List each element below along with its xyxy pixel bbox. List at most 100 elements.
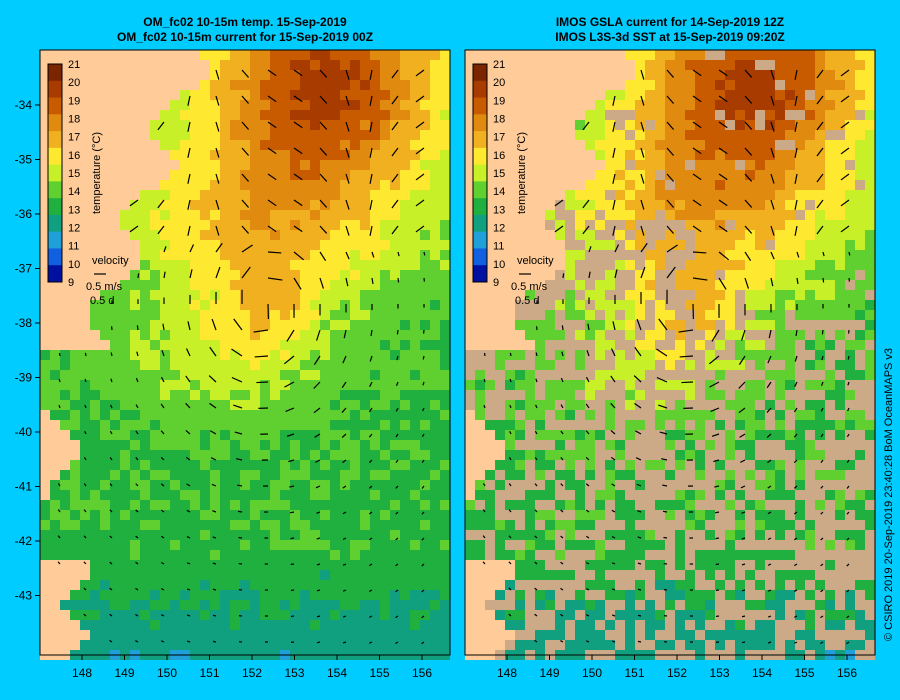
velocity-arrow xyxy=(157,225,165,235)
velocity-arrow xyxy=(135,640,139,643)
velocity-arrow xyxy=(586,588,590,591)
velocity-arrow xyxy=(560,404,564,409)
x-tick-label: 150 xyxy=(157,666,177,680)
velocity-arrow xyxy=(816,95,824,105)
velocity-arrow xyxy=(535,352,538,357)
velocity-arrow xyxy=(316,511,321,514)
velocity-arrow xyxy=(509,378,512,383)
velocity-arrow xyxy=(794,589,798,592)
velocity-arrow xyxy=(369,121,373,132)
velocity-arrow xyxy=(692,277,708,281)
velocity-arrow xyxy=(319,69,328,78)
velocity-arrow xyxy=(83,535,87,539)
velocity-arrow xyxy=(640,95,645,106)
velocity-arrow xyxy=(534,509,538,513)
velocity-arrow xyxy=(508,587,512,591)
velocity-legend-duration: 0.5 d xyxy=(90,295,114,307)
velocity-arrow xyxy=(711,433,720,437)
velocity-arrow xyxy=(215,69,220,80)
x-tick-label: 154 xyxy=(327,666,347,680)
velocity-arrow xyxy=(820,459,824,464)
velocity-arrow xyxy=(709,381,720,388)
velocity-arrow xyxy=(421,459,425,463)
velocity-arrow xyxy=(267,225,277,233)
velocity-arrow xyxy=(612,95,616,106)
velocity-arrow xyxy=(611,509,616,513)
velocity-arrow xyxy=(341,407,347,413)
velocity-arrow xyxy=(160,403,165,409)
velocity-arrow xyxy=(770,277,774,287)
velocity-arrow xyxy=(612,225,616,236)
velocity-arrow xyxy=(391,121,399,131)
velocity-arrow xyxy=(585,456,590,461)
velocity-arrow xyxy=(816,199,824,209)
velocity-arrow xyxy=(847,355,850,360)
velocity-arrow xyxy=(215,147,220,158)
velocity-arrow xyxy=(560,430,564,435)
credit-text: © CSIRO 2019 20-Sep-2019 23:40:28 BoM Oc… xyxy=(883,347,895,641)
velocity-arrow xyxy=(293,95,303,103)
velocity-arrow xyxy=(161,640,165,643)
velocity-arrow xyxy=(313,407,321,414)
velocity-arrow xyxy=(610,375,616,383)
velocity-arrow xyxy=(741,615,746,618)
velocity-arrow xyxy=(738,407,746,414)
velocity-arrow xyxy=(422,381,425,386)
colorbar-tick-label: 14 xyxy=(68,186,80,198)
velocity-arrow xyxy=(822,277,825,283)
velocity-arrow xyxy=(342,615,347,618)
velocity-arrow xyxy=(767,589,772,592)
velocity-arrow xyxy=(345,147,350,158)
velocity-arrow xyxy=(692,121,702,129)
velocity-arrow xyxy=(109,457,113,461)
velocity-arrow xyxy=(83,613,87,617)
velocity-arrow xyxy=(209,346,217,357)
velocity-arrow xyxy=(640,147,645,158)
velocity-arrow xyxy=(535,404,538,409)
velocity-arrow xyxy=(534,430,538,435)
velocity-arrow xyxy=(110,352,113,357)
velocity-arrow xyxy=(161,561,165,565)
velocity-arrow xyxy=(846,641,850,645)
x-tick-label: 155 xyxy=(369,666,389,680)
velocity-arrow xyxy=(345,95,350,106)
velocity-arrow xyxy=(744,173,753,182)
velocity-arrow xyxy=(395,433,399,438)
colorbar-tick-label: 12 xyxy=(493,223,505,235)
left-panel-title: OM_fc02 10-15m temp. 15-Sep-2019 OM_fc02… xyxy=(40,15,450,45)
velocity-arrow xyxy=(816,121,824,131)
velocity-arrow xyxy=(636,318,642,331)
velocity-arrow xyxy=(421,511,425,515)
velocity-legend-speed: 0.5 m/s xyxy=(86,281,123,293)
velocity-arrow xyxy=(666,121,675,130)
velocity-arrow xyxy=(342,563,347,566)
velocity-arrow xyxy=(534,483,538,487)
velocity-arrow xyxy=(741,511,746,514)
velocity-arrow xyxy=(234,431,243,435)
velocity-arrow xyxy=(284,381,295,388)
colorbar-tick-label: 16 xyxy=(68,150,80,162)
velocity-arrow xyxy=(290,563,295,566)
velocity-arrow xyxy=(692,199,702,207)
velocity-arrow xyxy=(509,430,512,435)
velocity-arrow xyxy=(708,355,720,365)
velocity-arrow xyxy=(794,641,798,644)
x-tick-label: 153 xyxy=(284,666,304,680)
colorbar: 21 20 19 18 17 16 15 14 13 12 11 10 9 temperature (°C… xyxy=(47,59,103,289)
velocity-arrow xyxy=(316,589,321,592)
left-title-line2: OM_fc02 10-15m current for 15-Sep-2019 0… xyxy=(116,30,374,44)
velocity-arrow xyxy=(611,588,616,591)
velocity-arrow xyxy=(678,329,694,333)
velocity-arrow xyxy=(215,242,223,253)
velocity-legend-label: velocity xyxy=(517,255,554,267)
velocity-arrow xyxy=(586,350,590,357)
velocity-arrow xyxy=(395,641,399,645)
velocity-arrow xyxy=(586,535,590,539)
velocity-arrow xyxy=(371,277,374,285)
velocity-arrow xyxy=(161,588,165,591)
velocity-arrow xyxy=(319,225,328,234)
velocity-arrow xyxy=(369,355,373,362)
velocity-arrow xyxy=(369,173,373,184)
colorbar-swatch xyxy=(473,114,487,132)
velocity-arrow xyxy=(186,588,191,591)
